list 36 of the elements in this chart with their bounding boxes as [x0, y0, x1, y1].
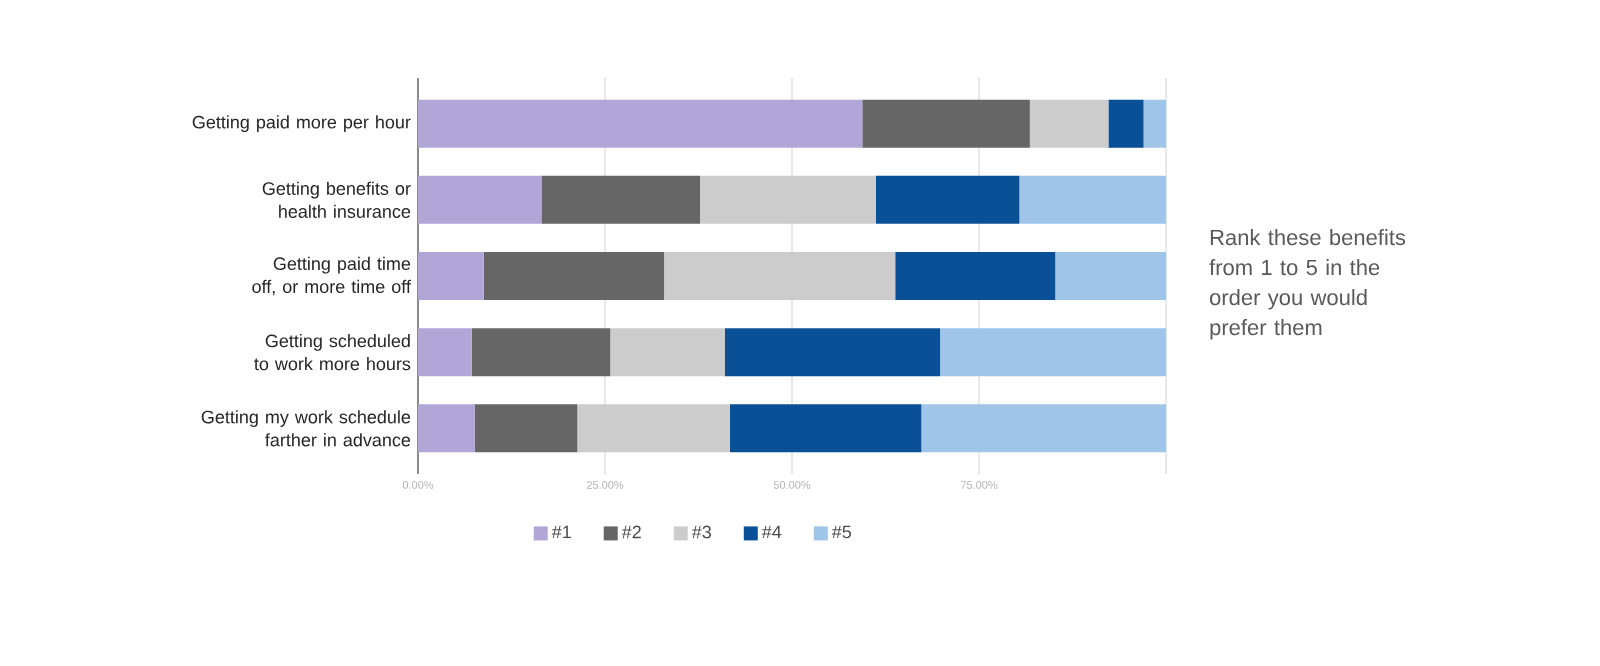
- text: Rank these benefits from 1 to 5 in the order you would prefer them: [1209, 229, 1406, 340]
- y-tick-label: Getting scheduled to work more hours: [254, 334, 411, 371]
- bar: [875, 175, 1020, 224]
- bar: [862, 99, 1030, 148]
- legend-label: #2: [621, 525, 641, 539]
- legend-label: #1: [551, 525, 571, 539]
- bar: [1143, 99, 1167, 148]
- y-tick-label: Getting my work schedule farther in advance: [201, 410, 411, 447]
- bar: [1029, 99, 1109, 148]
- bar: [471, 328, 611, 377]
- y-tick-label: Getting benefits or health insurance: [262, 181, 411, 218]
- bar: [418, 328, 472, 377]
- bar: [664, 252, 896, 301]
- y-tick-label: Getting paid more per hour: [192, 115, 411, 133]
- bar: [1055, 252, 1167, 301]
- bar: [418, 175, 542, 224]
- bar: [921, 404, 1167, 453]
- bar: [1019, 175, 1167, 224]
- bar: [418, 404, 475, 453]
- y-tick-label: Getting paid time off, or more time off: [252, 256, 411, 296]
- legend-label: #3: [691, 525, 711, 539]
- bar: [940, 328, 1167, 377]
- bar: [724, 328, 941, 377]
- bar: [577, 404, 730, 453]
- bar: [474, 404, 578, 453]
- bar: [541, 175, 700, 224]
- bar: [729, 404, 922, 453]
- bar: [483, 252, 665, 301]
- bar: [1108, 99, 1144, 148]
- bar: [418, 252, 484, 301]
- bar: [700, 175, 876, 224]
- legend-label: #4: [761, 525, 782, 539]
- legend-label: #5: [831, 525, 852, 539]
- bar: [895, 252, 1056, 301]
- bar: [610, 328, 725, 377]
- bar: [418, 99, 863, 148]
